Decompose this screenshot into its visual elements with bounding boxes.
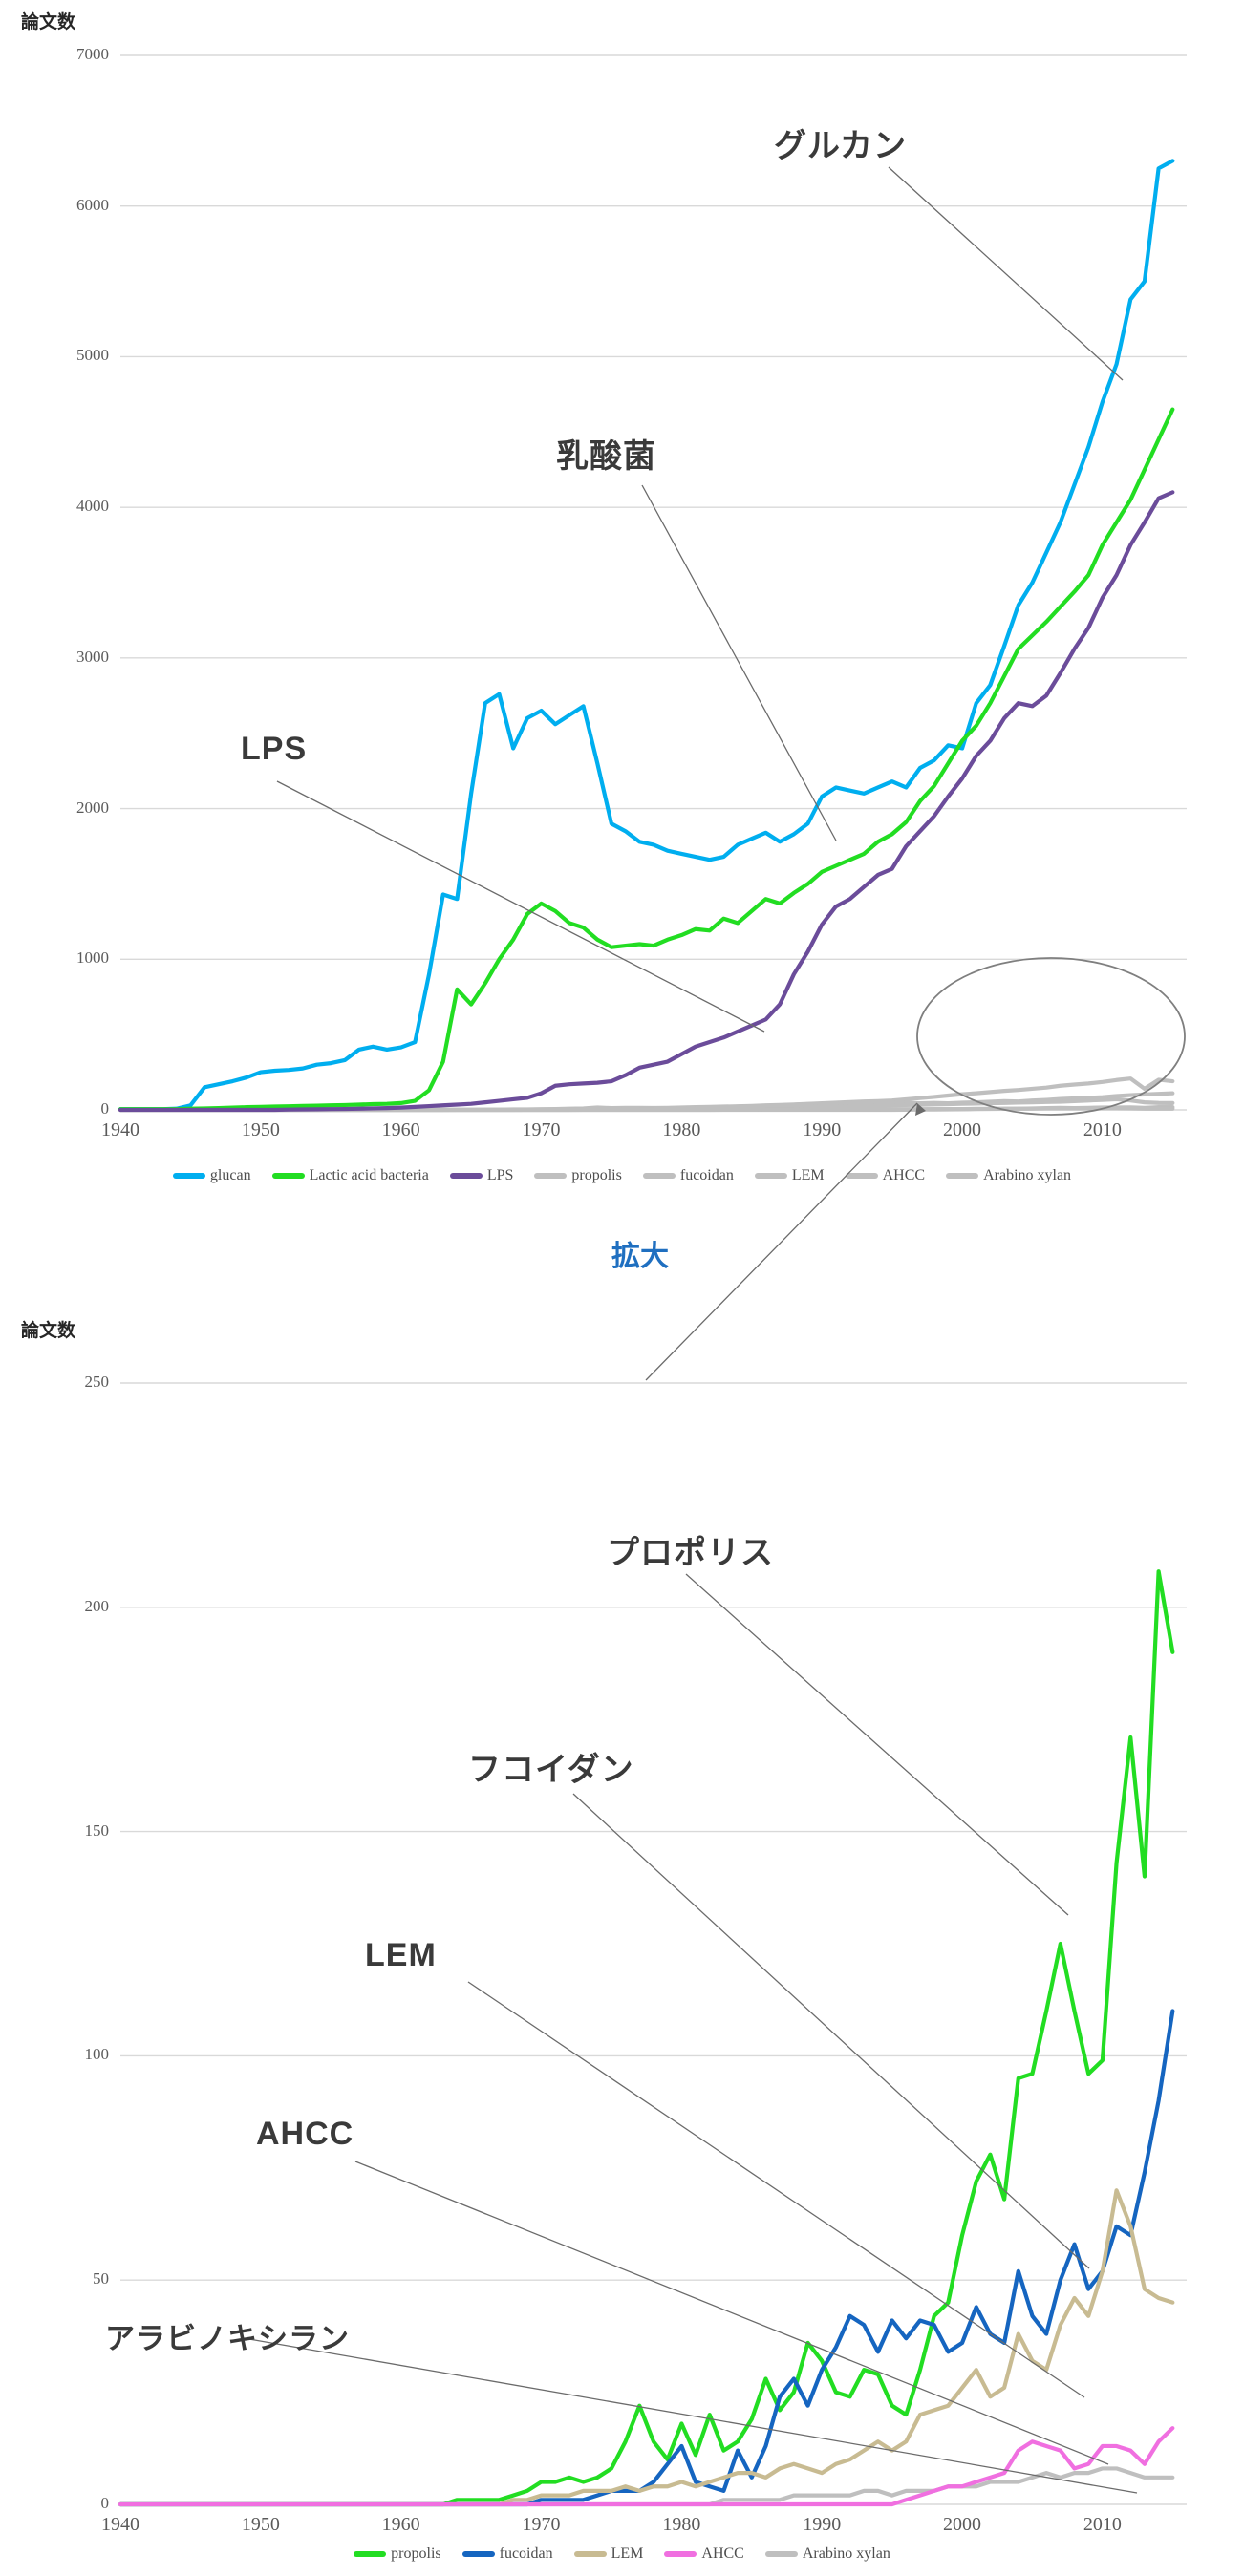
legend-color-swatch: [642, 1173, 676, 1179]
x-axis-tick-label: 1960: [381, 1119, 420, 1140]
legend-label: propolis: [571, 1167, 622, 1183]
x-axis-tick-label: 1940: [101, 1119, 139, 1140]
y-axis-tick-label: 1000: [76, 948, 109, 968]
legend-color-swatch: [664, 2551, 697, 2557]
callout-arabino-xylan: アラビノキシラン: [105, 2322, 350, 2356]
x-axis-tick-label: 1950: [241, 2514, 280, 2535]
y-axis-tick-label: 100: [84, 2045, 110, 2064]
x-axis-tick-label: 2000: [943, 1119, 982, 1140]
legend-item[interactable]: glucan: [172, 1167, 251, 1184]
legend-color-swatch: [534, 1173, 568, 1179]
legend-item[interactable]: LPS: [449, 1167, 514, 1184]
legend-color-swatch: [764, 2551, 798, 2557]
y-axis-tick-label: 0: [100, 2494, 110, 2512]
callout-lem: LEM: [365, 1937, 437, 1973]
legend-color-swatch: [271, 1173, 305, 1179]
y-axis-tick-label: 200: [84, 1596, 110, 1615]
x-axis-tick-label: 1940: [101, 2514, 139, 2535]
x-axis-tick-label: 1980: [662, 2514, 701, 2535]
legend-item[interactable]: AHCC: [845, 1167, 926, 1184]
y-axis-tick-label: 3000: [76, 647, 109, 666]
legend-label: LEM: [791, 1167, 825, 1183]
y-axis-tick-label: 5000: [76, 346, 109, 365]
legend-item[interactable]: LEM: [573, 2545, 644, 2563]
y-axis-tick-label: 0: [100, 1099, 110, 1118]
x-axis-tick-label: 2010: [1083, 1119, 1122, 1140]
legend-color-swatch: [845, 1173, 878, 1179]
y-axis-tick-label: 4000: [76, 497, 109, 516]
legend-item[interactable]: AHCC: [664, 2545, 744, 2563]
x-axis-tick-label: 1990: [803, 2514, 842, 2535]
legend-item[interactable]: fucoidan: [461, 2545, 553, 2563]
legend-label: LEM: [611, 2545, 644, 2562]
x-axis-tick-label: 1960: [381, 2514, 420, 2535]
y-axis-tick-label: 2000: [76, 798, 109, 817]
legend-item[interactable]: Lactic acid bacteria: [271, 1167, 429, 1184]
x-axis-tick-label: 1950: [241, 1119, 280, 1140]
x-axis-tick-label: 1970: [522, 2514, 561, 2535]
x-axis-tick-label: 1990: [803, 1119, 842, 1140]
bottom-chart-y-axis-title: 論文数: [21, 1321, 76, 1341]
legend-color-swatch: [946, 1173, 979, 1179]
legend-label: Arabino xylan: [983, 1167, 1072, 1183]
legend-color-swatch: [573, 2551, 607, 2557]
legend-label: Lactic acid bacteria: [309, 1167, 429, 1183]
legend-color-swatch: [449, 1173, 483, 1179]
callout-lps: LPS: [241, 731, 308, 767]
legend-item[interactable]: Arabino xylan: [946, 1167, 1071, 1184]
top-chart-legend: glucan Lactic acid bacteria LPS propolis fuc…: [0, 1167, 1244, 1184]
legend-label: fucoidan: [499, 2545, 553, 2562]
bottom-chart-plot: [118, 1382, 1187, 2507]
legend-color-swatch: [754, 1173, 787, 1179]
y-axis-tick-label: 6000: [76, 195, 109, 214]
legend-item[interactable]: LEM: [754, 1167, 825, 1184]
top-chart-plot: [118, 54, 1187, 1116]
callout-ahcc: AHCC: [256, 2116, 354, 2152]
x-axis-tick-label: 1970: [522, 1119, 561, 1140]
top-chart-block: 論文数 グルカン 乳酸菌 LPS glucan Lactic acid bacte…: [0, 0, 1244, 1203]
y-axis-tick-label: 7000: [76, 45, 109, 63]
x-axis-tick-label: 1980: [662, 1119, 701, 1140]
bottom-chart-block: 論文数 プロポリス フコイダン LEM AHCC アラビノキシラン propol…: [0, 1309, 1244, 2576]
legend-item[interactable]: fucoidan: [642, 1167, 734, 1184]
legend-label: Arabino xylan: [802, 2545, 890, 2562]
y-axis-tick-label: 150: [84, 1820, 110, 1840]
callout-lactic-acid-bacteria: 乳酸菌: [556, 437, 656, 476]
legend-color-swatch: [461, 2551, 495, 2557]
legend-color-swatch: [172, 1173, 205, 1179]
legend-label: AHCC: [882, 1167, 926, 1183]
callout-glucan: グルカン: [774, 127, 907, 165]
y-axis-tick-label: 250: [84, 1373, 110, 1391]
x-axis-tick-label: 2010: [1083, 2514, 1122, 2535]
zoom-annotation-label: 拡大: [611, 1240, 669, 1273]
x-axis-tick-label: 2000: [943, 2514, 982, 2535]
callout-fucoidan: フコイダン: [468, 1751, 634, 1789]
callout-propolis: プロポリス: [607, 1534, 774, 1572]
bottom-chart-legend: propolis fucoidan LEM AHCC Arabino xylan: [0, 2545, 1244, 2563]
y-axis-tick-label: 50: [93, 2269, 109, 2289]
legend-label: AHCC: [701, 2545, 744, 2562]
legend-item[interactable]: propolis: [534, 1167, 622, 1184]
legend-item[interactable]: Arabino xylan: [764, 2545, 890, 2563]
legend-item[interactable]: propolis: [354, 2545, 441, 2563]
legend-color-swatch: [354, 2551, 387, 2557]
legend-label: fucoidan: [679, 1167, 734, 1183]
legend-label: LPS: [486, 1167, 514, 1183]
legend-label: glucan: [209, 1167, 251, 1183]
top-chart-y-axis-title: 論文数: [21, 12, 76, 32]
legend-label: propolis: [391, 2545, 441, 2562]
